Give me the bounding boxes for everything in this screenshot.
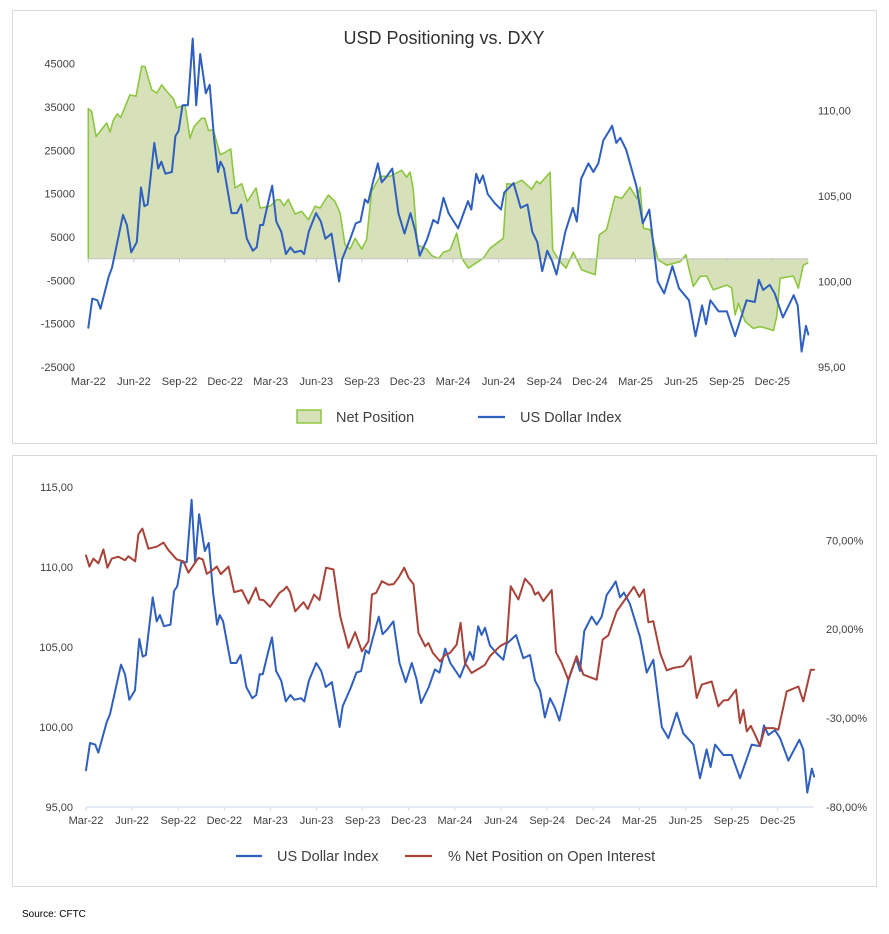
right-axis-tick-label: 110,00 bbox=[818, 105, 851, 117]
x-axis-tick-label: Mar-22 bbox=[69, 815, 104, 827]
bottom-chart-plot: 115,00 110,00 105,00 100,00 95,00 70,00% 20,00… bbox=[39, 482, 867, 827]
x-axis-tick-label: Sep-23 bbox=[345, 815, 380, 827]
x-axis-tick-label: Mar-22 bbox=[71, 376, 106, 388]
right-axis-tick-label: 20,00% bbox=[826, 624, 864, 636]
x-axis-tick-label: Mar-25 bbox=[618, 376, 653, 388]
legend-swatch-net-position bbox=[296, 409, 322, 424]
left-axis-tick-label: 5000 bbox=[51, 232, 75, 244]
x-axis-tick-label: Dec-24 bbox=[572, 376, 607, 388]
x-axis-tick-label: Mar-24 bbox=[437, 815, 472, 827]
us-dollar-index-line bbox=[87, 37, 810, 353]
net-position-line bbox=[87, 65, 809, 332]
x-axis-tick-label: Jun-23 bbox=[300, 815, 334, 827]
left-axis-tick-label: 15000 bbox=[44, 189, 75, 201]
right-axis-tick-label: -30,00% bbox=[826, 713, 867, 725]
legend-label-net-position-oi: % Net Position on Open Interest bbox=[448, 849, 655, 865]
x-axis-tick-label: Jun-25 bbox=[669, 815, 703, 827]
net-position-area bbox=[88, 66, 809, 331]
legend-label-net-position: Net Position bbox=[336, 410, 414, 426]
x-axis-tick-label: Dec-23 bbox=[390, 376, 425, 388]
x-axis-tick-label: Mar-24 bbox=[436, 376, 471, 388]
right-axis-tick-label: 105,00 bbox=[818, 191, 852, 203]
left-axis-tick-label: 45000 bbox=[44, 59, 75, 71]
left-axis-tick-label: 105,00 bbox=[39, 642, 73, 654]
x-axis-tick-label: Dec-22 bbox=[207, 815, 242, 827]
x-axis-tick-label: Jun-24 bbox=[482, 376, 516, 388]
x-axis-tick-label: Mar-23 bbox=[253, 376, 288, 388]
left-axis-tick-label: -15000 bbox=[41, 319, 75, 331]
left-axis-tick-label: 25000 bbox=[44, 145, 75, 157]
left-axis-tick-label: 115,00 bbox=[40, 482, 73, 494]
source-note: Source: CFTC bbox=[22, 909, 86, 920]
x-axis-tick-label: Sep-25 bbox=[714, 815, 749, 827]
x-axis-tick-label: Jun-22 bbox=[117, 376, 151, 388]
legend-label-us-dollar-index: US Dollar Index bbox=[520, 410, 622, 426]
x-axis-tick-label: Jun-22 bbox=[115, 815, 149, 827]
top-chart-title: USD Positioning vs. DXY bbox=[343, 28, 544, 48]
x-axis-tick-label: Mar-25 bbox=[622, 815, 657, 827]
right-axis-tick-label: 100,00 bbox=[818, 276, 852, 288]
x-axis-tick-label: Jun-25 bbox=[664, 376, 698, 388]
x-axis-tick-label: Mar-23 bbox=[253, 815, 288, 827]
x-axis-tick-label: Sep-22 bbox=[160, 815, 195, 827]
right-axis-tick-label: 70,00% bbox=[826, 535, 864, 547]
x-axis-tick-label: Dec-25 bbox=[755, 376, 790, 388]
legend-label-us-dollar-index: US Dollar Index bbox=[277, 849, 379, 865]
left-axis-tick-label: -25000 bbox=[41, 362, 75, 374]
right-axis-tick-label: -80,00% bbox=[826, 802, 867, 814]
left-axis-tick-label: 100,00 bbox=[39, 722, 73, 734]
net-position-oi-line bbox=[85, 527, 816, 747]
top-chart-legend: Net Position US Dollar Index bbox=[296, 409, 622, 426]
us-dollar-index-line bbox=[85, 498, 816, 794]
bottom-chart-legend: US Dollar Index % Net Position on Open I… bbox=[236, 849, 655, 865]
x-axis-tick-label: Jun-24 bbox=[484, 815, 518, 827]
left-axis-tick-label: 95,00 bbox=[45, 802, 73, 814]
left-axis-tick-label: 110,00 bbox=[40, 562, 73, 574]
left-axis-tick-label: -5000 bbox=[47, 275, 75, 287]
x-axis-tick-label: Sep-25 bbox=[709, 376, 744, 388]
x-axis-tick-label: Dec-25 bbox=[760, 815, 795, 827]
x-axis-tick-label: Dec-23 bbox=[391, 815, 426, 827]
bottom-chart-panel bbox=[12, 455, 877, 887]
x-axis-tick-label: Jun-23 bbox=[299, 376, 333, 388]
left-axis-tick-label: 35000 bbox=[44, 102, 75, 114]
right-axis-tick-label: 95,00 bbox=[818, 362, 846, 374]
top-chart-plot: 45000 35000 25000 15000 5000 -5000 -15000 -2500… bbox=[41, 37, 852, 388]
x-axis-tick-label: Dec-24 bbox=[575, 815, 610, 827]
x-axis-tick-label: Sep-23 bbox=[344, 376, 379, 388]
x-axis-tick-label: Dec-22 bbox=[207, 376, 242, 388]
x-axis-tick-label: Sep-24 bbox=[527, 376, 562, 388]
x-axis-tick-label: Sep-22 bbox=[162, 376, 197, 388]
x-axis-tick-label: Sep-24 bbox=[529, 815, 564, 827]
